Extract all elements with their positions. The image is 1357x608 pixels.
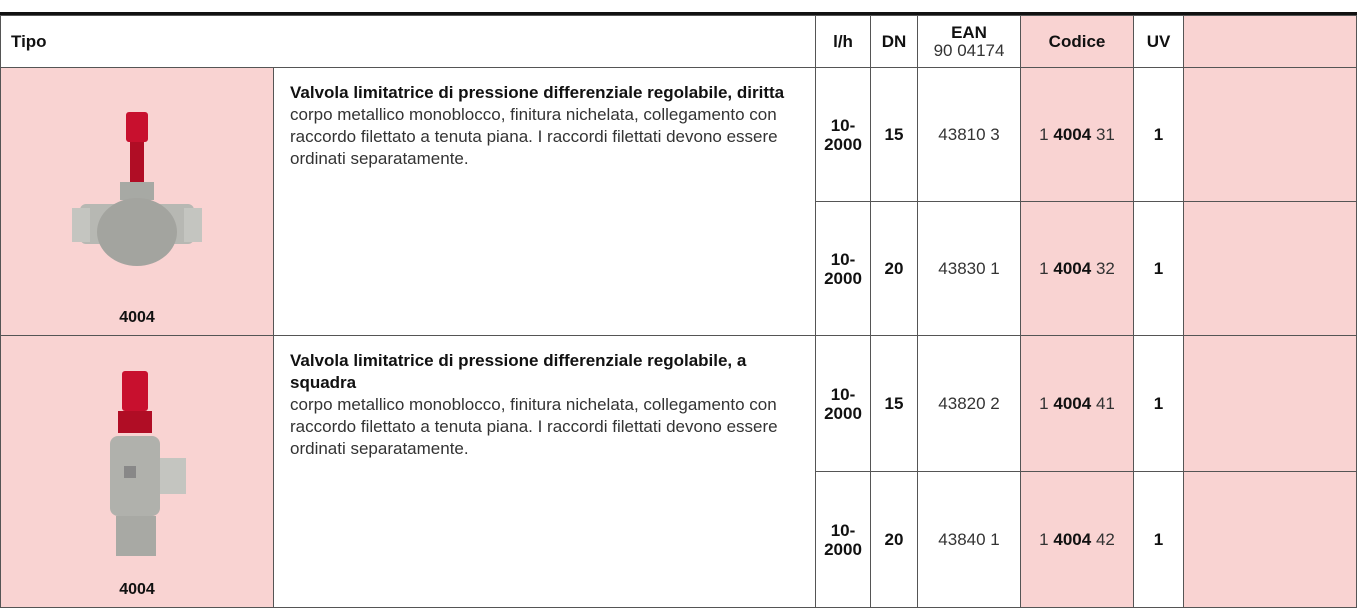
code-cell: 1 4004 41	[1020, 335, 1135, 472]
dn-cell: 15	[870, 67, 919, 202]
code-bold: 4004	[1053, 124, 1092, 144]
blank-cell	[1183, 67, 1357, 202]
dn-cell: 15	[870, 335, 919, 472]
ean-sub: 90 04174	[933, 40, 1005, 60]
code-suffix: 31	[1095, 124, 1115, 144]
description-cell: Valvola limitatrice di pressione differe…	[272, 335, 817, 608]
dn-cell: 20	[870, 201, 919, 336]
code-prefix: 1	[1039, 529, 1049, 549]
blank-cell	[1183, 471, 1357, 608]
table: Tipo l/h DN EAN 90 04174 Codice UV 4004 Va…	[0, 15, 1357, 608]
product-description: corpo metallico monoblocco, finitura nic…	[290, 395, 778, 458]
uv-cell: 1	[1133, 67, 1185, 202]
header-code: Codice	[1020, 15, 1135, 68]
image-cell: 4004	[0, 335, 274, 608]
code-prefix: 1	[1039, 258, 1049, 278]
dn-cell: 20	[870, 471, 919, 608]
code-bold: 4004	[1053, 393, 1092, 413]
ean-cell: 43840 1	[917, 471, 1022, 608]
code-cell: 1 4004 31	[1020, 67, 1135, 202]
valve-image	[72, 112, 202, 266]
ean-cell: 43820 2	[917, 335, 1022, 472]
code-cell: 1 4004 42	[1020, 471, 1135, 608]
code-bold: 4004	[1053, 258, 1092, 278]
variant-row: 4004 Valvola limitatrice di pressione dif…	[0, 335, 1357, 608]
flow-value: 10-2000	[824, 115, 862, 154]
ean-title: EAN	[951, 22, 987, 42]
code-prefix: 1	[1039, 124, 1049, 144]
header-uv: UV	[1133, 15, 1185, 68]
uv-cell: 1	[1133, 335, 1185, 472]
uv-cell: 1	[1133, 201, 1185, 336]
product-title: Valvola limitatrice di pressione differe…	[290, 351, 747, 392]
flow-cell: 10-2000	[815, 67, 872, 202]
code-prefix: 1	[1039, 393, 1049, 413]
flow-value: 10-2000	[824, 249, 862, 288]
code-suffix: 41	[1095, 393, 1115, 413]
header-dn: DN	[870, 15, 919, 68]
ean-cell: 43810 3	[917, 67, 1022, 202]
blank-cell	[1183, 201, 1357, 336]
code-cell: 1 4004 32	[1020, 201, 1135, 336]
header-row: Tipo l/h DN EAN 90 04174 Codice UV	[0, 15, 1357, 68]
flow-value: 10-2000	[824, 520, 862, 559]
image-cell: 4004	[0, 67, 274, 336]
header-tipo: Tipo	[0, 15, 817, 68]
blank-cell	[1183, 335, 1357, 472]
model-label: 4004	[119, 581, 155, 598]
flow-cell: 10-2000	[815, 201, 872, 336]
product-title: Valvola limitatrice di pressione differe…	[290, 83, 785, 102]
code-bold: 4004	[1053, 529, 1092, 549]
flow-value: 10-2000	[824, 384, 862, 423]
flow-cell: 10-2000	[815, 471, 872, 608]
code-suffix: 32	[1095, 258, 1115, 278]
product-description: corpo metallico monoblocco, finitura nic…	[290, 105, 778, 168]
flow-cell: 10-2000	[815, 335, 872, 472]
ean-cell: 43830 1	[917, 201, 1022, 336]
code-suffix: 42	[1095, 529, 1115, 549]
model-label: 4004	[119, 309, 155, 326]
header-ean: EAN 90 04174	[917, 15, 1022, 68]
variant-row: 4004 Valvola limitatrice di pressione dif…	[0, 67, 1357, 336]
valve-image	[110, 371, 186, 556]
description-cell: Valvola limitatrice di pressione differe…	[272, 67, 817, 336]
product-table: Tipo l/h DN EAN 90 04174 Codice UV 4004 Va…	[0, 12, 1357, 608]
header-flow: l/h	[815, 15, 872, 68]
uv-cell: 1	[1133, 471, 1185, 608]
header-blank	[1183, 15, 1357, 68]
